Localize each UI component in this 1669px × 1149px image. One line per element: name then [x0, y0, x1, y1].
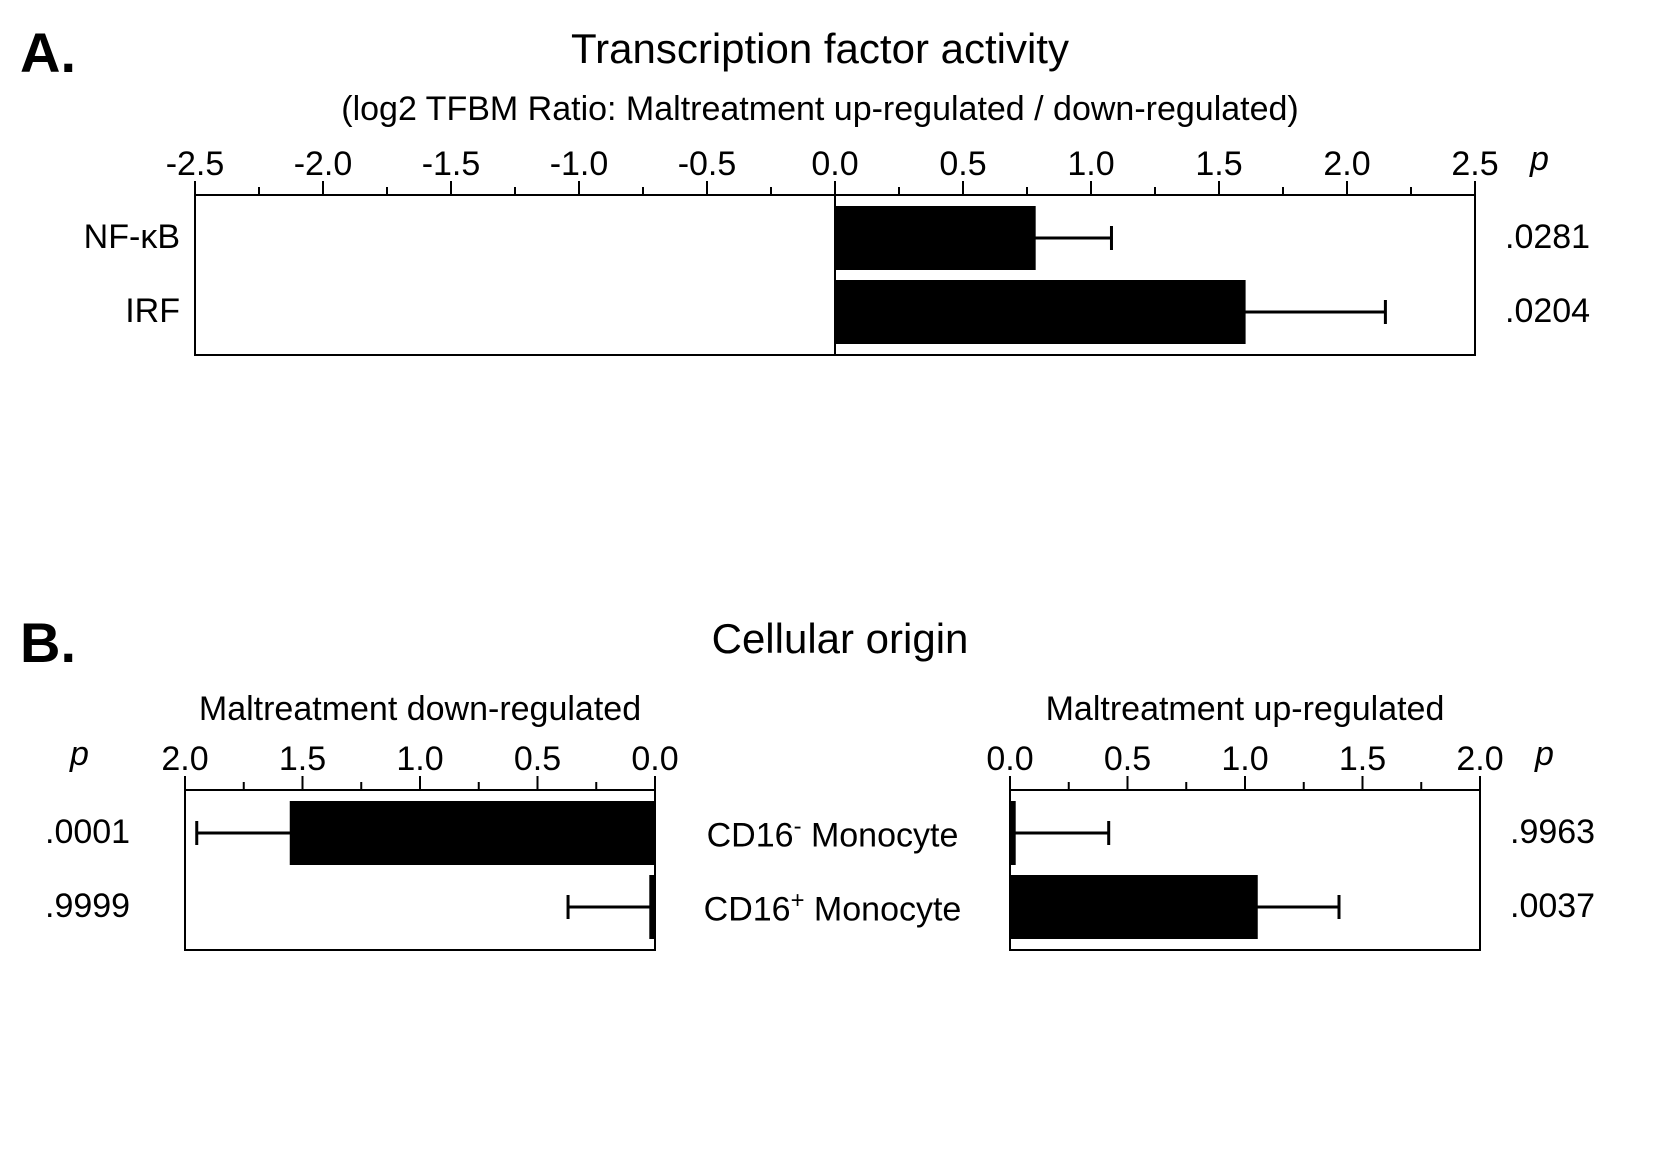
panel-b-right-p-value: .9963 [1510, 813, 1595, 852]
panel-b-right-p-header: p [1535, 735, 1554, 774]
panel-b-right-p-value: .0037 [1510, 887, 1595, 926]
panel-b-category-label: CD16+ Monocyte [665, 887, 1000, 929]
panel-a-p-value: .0204 [1505, 292, 1590, 331]
panel-b-left-p-value: .9999 [45, 887, 165, 926]
panel-b-category-label: CD16- Monocyte [665, 813, 1000, 855]
panel-b-left-p-value: .0001 [45, 813, 165, 852]
panel-a-p-header: p [1530, 140, 1549, 179]
panel-a-p-value: .0281 [1505, 218, 1590, 257]
